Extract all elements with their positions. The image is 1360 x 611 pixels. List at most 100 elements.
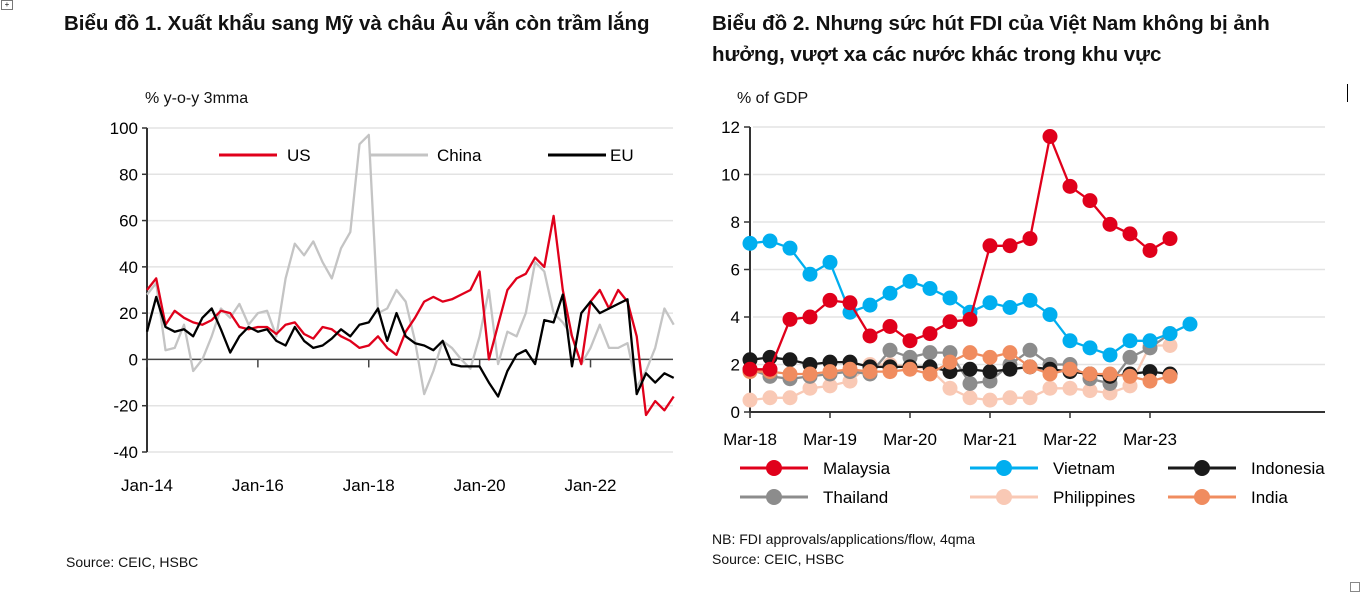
data-point-india <box>1062 361 1078 377</box>
legend-label-thailand: Thailand <box>823 488 888 507</box>
chart2-title: Biểu đồ 2. Nhưng sức hút FDI của Việt Na… <box>712 12 1270 66</box>
text-cursor <box>1347 84 1348 102</box>
legend-label-eu: EU <box>610 146 634 165</box>
data-point-malaysia <box>1122 226 1138 242</box>
data-point-india <box>802 366 818 382</box>
data-point-vietnam <box>782 240 798 256</box>
data-point-vietnam <box>1042 307 1058 323</box>
data-point-india <box>1022 359 1038 375</box>
data-point-philippines <box>1042 380 1058 396</box>
data-point-philippines <box>1082 383 1098 399</box>
data-point-thailand <box>1022 342 1038 358</box>
legend-label-us: US <box>287 146 311 165</box>
data-point-malaysia <box>1142 243 1158 258</box>
legend-label-philippines: Philippines <box>1053 488 1135 507</box>
data-point-malaysia <box>982 238 998 254</box>
y-tick-label: 2 <box>731 356 740 375</box>
x-tick-label: Jan-22 <box>565 476 617 495</box>
legend-marker-indonesia <box>1194 460 1210 476</box>
legend-label-india: India <box>1251 488 1288 507</box>
data-point-india <box>982 349 998 365</box>
data-point-thailand <box>962 376 978 391</box>
expand-icon[interactable]: + <box>1 0 13 10</box>
data-point-vietnam <box>982 295 998 311</box>
y-tick-label: 100 <box>110 119 138 138</box>
data-point-malaysia <box>782 311 798 327</box>
legend-marker-india <box>1194 489 1210 505</box>
x-tick-label: Mar-19 <box>803 430 857 449</box>
data-point-malaysia <box>942 314 958 330</box>
data-point-vietnam <box>942 290 958 306</box>
data-point-malaysia <box>1102 216 1118 232</box>
data-point-india <box>862 364 878 380</box>
series-line-thailand <box>749 332 1171 385</box>
chart1-title: Biểu đồ 1. Xuất khẩu sang Mỹ và châu Âu … <box>64 12 650 35</box>
chart2-note: NB: FDI approvals/applications/flow, 4qm… <box>712 531 976 547</box>
y-tick-label: 6 <box>731 261 740 280</box>
x-tick-label: Jan-14 <box>121 476 173 495</box>
legend-label-china: China <box>437 146 482 165</box>
y-tick-label: 8 <box>731 213 740 232</box>
data-point-vietnam <box>1162 326 1178 342</box>
series-line-philippines <box>749 344 1170 402</box>
data-point-india <box>842 361 858 377</box>
y-tick-label: 0 <box>129 350 138 369</box>
data-point-india <box>782 366 798 382</box>
chart1-source: Source: CEIC, HSBC <box>66 554 199 570</box>
data-point-malaysia <box>1022 231 1038 247</box>
data-point-vietnam <box>1102 347 1118 363</box>
data-point-malaysia <box>742 361 758 377</box>
data-point-vietnam <box>742 235 758 251</box>
x-tick-label: Jan-16 <box>232 476 284 495</box>
data-point-india <box>962 345 978 361</box>
legend-label-malaysia: Malaysia <box>823 459 891 478</box>
y-tick-label: 10 <box>721 166 740 185</box>
data-point-philippines <box>962 390 978 406</box>
x-tick-label: Mar-23 <box>1123 430 1177 449</box>
x-tick-label: Jan-18 <box>343 476 395 495</box>
series-line-indonesia <box>749 356 1171 378</box>
data-point-malaysia <box>862 328 878 344</box>
data-point-vietnam <box>902 273 918 289</box>
data-point-thailand <box>922 345 938 361</box>
data-point-philippines <box>802 380 818 396</box>
data-point-philippines <box>822 378 838 394</box>
legend-label-vietnam: Vietnam <box>1053 459 1115 478</box>
data-point-malaysia <box>882 319 898 334</box>
data-point-philippines <box>1022 390 1038 406</box>
data-point-india <box>922 366 938 382</box>
data-point-philippines <box>1062 380 1078 396</box>
y-tick-label: 12 <box>721 118 740 137</box>
series-line-malaysia <box>750 132 1171 371</box>
data-point-vietnam <box>1122 333 1138 349</box>
y-tick-label: 20 <box>119 304 138 323</box>
data-point-vietnam <box>1062 333 1078 349</box>
legend-marker-philippines <box>996 489 1012 505</box>
data-point-malaysia <box>1082 193 1098 209</box>
data-point-indonesia <box>1002 361 1018 377</box>
y-tick-label: -40 <box>113 443 138 462</box>
legend-label-indonesia: Indonesia <box>1251 459 1325 478</box>
data-point-thailand <box>882 342 898 358</box>
y-tick-label: 60 <box>119 212 138 231</box>
x-tick-label: Mar-18 <box>723 430 777 449</box>
data-point-india <box>1142 373 1158 389</box>
data-point-philippines <box>982 392 998 408</box>
data-point-malaysia <box>1162 231 1178 247</box>
data-point-india <box>902 361 918 377</box>
data-point-malaysia <box>822 292 838 308</box>
data-point-malaysia <box>902 333 918 349</box>
y-tick-label: -20 <box>113 397 138 416</box>
data-point-indonesia <box>962 361 978 377</box>
data-point-india <box>1002 345 1018 361</box>
x-tick-label: Mar-20 <box>883 430 937 449</box>
y-tick-label: 0 <box>731 403 740 422</box>
series-line-eu <box>145 293 675 398</box>
data-point-malaysia <box>1062 178 1078 194</box>
y-tick-label: 4 <box>731 308 740 327</box>
data-point-malaysia <box>1002 238 1018 254</box>
data-point-philippines <box>1002 390 1018 406</box>
legend-marker-malaysia <box>766 460 782 476</box>
data-point-india <box>942 354 958 370</box>
